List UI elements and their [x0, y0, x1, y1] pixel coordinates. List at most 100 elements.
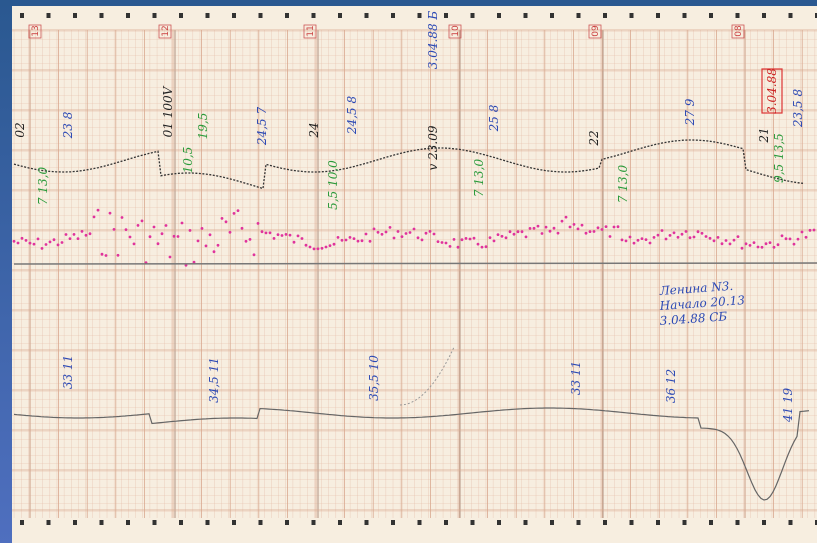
dot: [765, 242, 768, 245]
perforation: [259, 13, 263, 18]
perforation: [550, 520, 554, 525]
chart-scan: Ленина N3. Начало 20.13 3.04.88 СБ 3.04.…: [0, 0, 817, 543]
dot: [365, 233, 368, 236]
dot: [297, 235, 300, 238]
dot: [537, 225, 540, 228]
dot: [597, 226, 600, 229]
handwritten-note: 19,5: [196, 113, 210, 140]
handwritten-note: 5,5 10,0: [326, 160, 340, 210]
perforation: [656, 13, 660, 18]
dot: [481, 246, 484, 249]
perforation: [418, 520, 422, 525]
dot: [109, 212, 112, 215]
dot: [53, 238, 56, 241]
dot: [553, 227, 556, 230]
dot: [465, 237, 468, 240]
perforation: [285, 13, 289, 18]
perforation: [762, 520, 766, 525]
dot: [33, 243, 36, 246]
perforation: [577, 520, 581, 525]
dot: [701, 232, 704, 235]
dot: [405, 232, 408, 235]
dot: [285, 233, 288, 236]
perforation: [206, 13, 210, 18]
dot: [49, 241, 52, 244]
dot: [589, 230, 592, 233]
handwritten-note: 27 9: [683, 98, 697, 126]
dot: [533, 227, 536, 230]
dot: [657, 234, 660, 237]
dot: [669, 234, 672, 237]
dot: [209, 233, 212, 236]
handwritten-note: 10,5: [181, 147, 195, 174]
dot: [761, 246, 764, 249]
dot: [409, 231, 412, 234]
dot: [85, 234, 88, 237]
handwritten-note: 24,5 7: [255, 107, 269, 147]
perforation: [709, 520, 713, 525]
dot: [785, 237, 788, 240]
dot: [133, 243, 136, 246]
perforation: [630, 13, 634, 18]
dot: [673, 231, 676, 234]
dot: [517, 230, 520, 233]
perforation: [179, 520, 183, 525]
dot: [93, 216, 96, 219]
dot: [177, 235, 180, 238]
date-stamp: 3.04.88: [765, 68, 779, 114]
perforation: [444, 13, 448, 18]
dot: [397, 230, 400, 233]
dot: [573, 223, 576, 226]
dot: [101, 253, 104, 256]
handwritten-note: 21: [757, 127, 771, 143]
perforation: [471, 13, 475, 18]
dot: [789, 238, 792, 241]
dot: [361, 239, 364, 242]
dot: [685, 230, 688, 233]
dot: [485, 245, 488, 248]
dot: [413, 228, 416, 231]
dot: [693, 236, 696, 239]
dot: [17, 242, 20, 245]
dot: [525, 236, 528, 239]
dot: [425, 232, 428, 235]
handwritten-note: 24: [307, 122, 321, 138]
perforation: [100, 13, 104, 18]
dot: [117, 254, 120, 257]
dot: [593, 230, 596, 233]
handwritten-note: 34,5 11: [207, 357, 221, 403]
dot: [213, 250, 216, 253]
handwritten-note: 01 100V: [161, 85, 175, 137]
dot: [189, 229, 192, 232]
base-trace: [14, 263, 817, 264]
dot: [121, 216, 124, 219]
handwritten-note: 36 12: [664, 369, 678, 403]
dot: [245, 240, 248, 243]
dot: [713, 239, 716, 242]
dot: [665, 238, 668, 241]
dot: [181, 222, 184, 225]
dot: [293, 241, 296, 244]
dot: [513, 233, 516, 236]
dot: [717, 236, 720, 239]
dot: [77, 237, 80, 240]
dot: [705, 235, 708, 238]
dot: [429, 230, 432, 233]
dot: [649, 242, 652, 245]
dot: [629, 236, 632, 239]
dot: [173, 235, 176, 238]
dot: [45, 243, 48, 246]
dot: [781, 234, 784, 237]
dot: [289, 234, 292, 237]
perforation: [285, 520, 289, 525]
dot: [269, 231, 272, 234]
dot: [581, 224, 584, 227]
dot: [793, 243, 796, 246]
perforation: [100, 520, 104, 525]
perforation: [153, 13, 157, 18]
perforation: [524, 520, 528, 525]
dot: [353, 237, 356, 240]
perforation: [630, 520, 634, 525]
dot: [333, 243, 336, 246]
dot: [13, 240, 16, 243]
